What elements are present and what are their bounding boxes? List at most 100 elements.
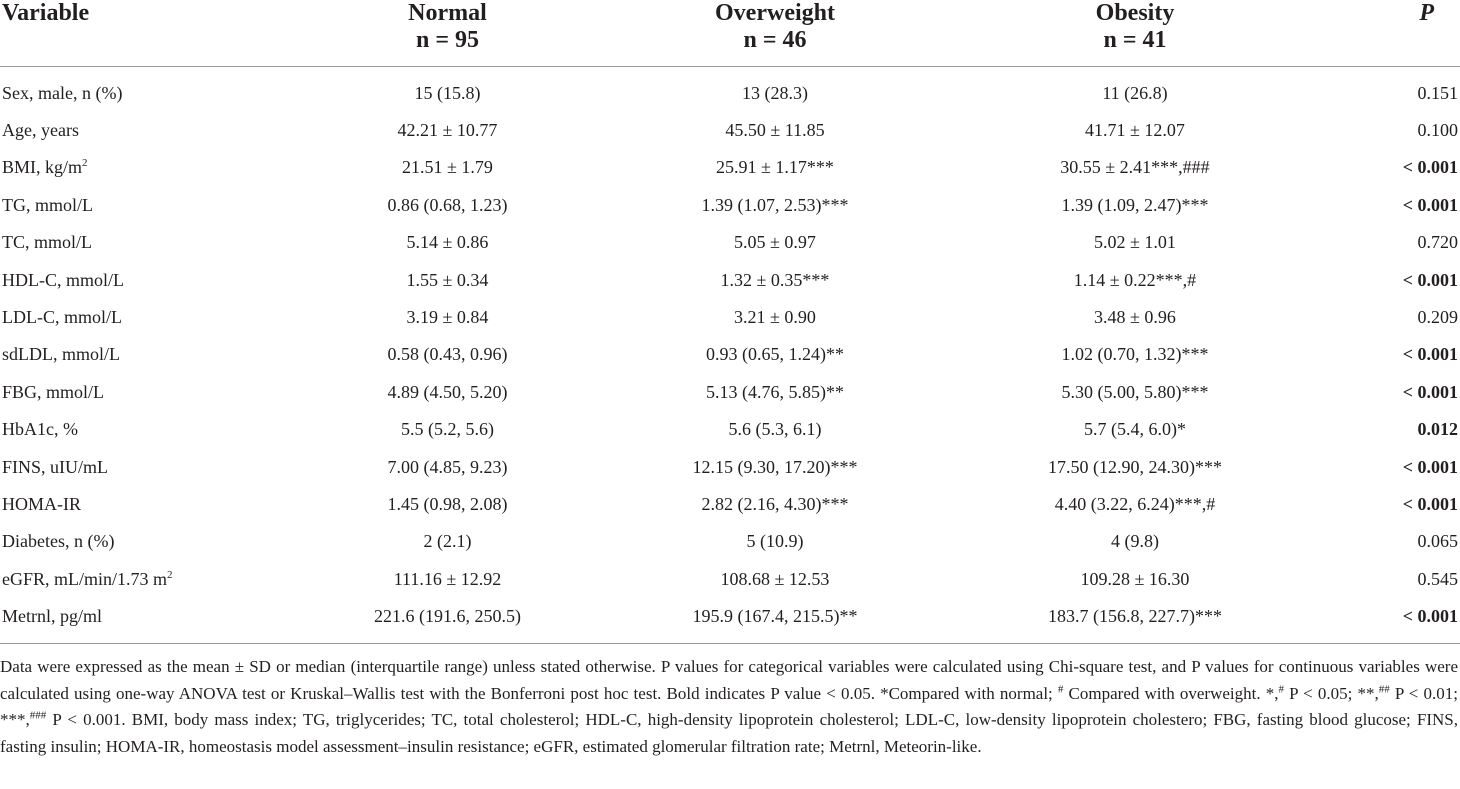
cell-overweight: 1.32 ± 0.35*** xyxy=(720,269,830,290)
table-row: TC, mmol/L 5.14 ± 0.86 5.05 ± 0.97 5.02 ± 1… xyxy=(0,224,1460,261)
cell-normal: 0.58 (0.43, 0.96) xyxy=(387,344,508,365)
cell-p-value: 0.065 xyxy=(1315,523,1460,560)
variable-label: Metrnl, pg/ml xyxy=(2,606,102,627)
cell-variable: sdLDL, mmol/L xyxy=(0,336,300,373)
table-row: Metrnl, pg/ml 221.6 (191.6, 250.5) 195.9 (… xyxy=(0,598,1460,643)
p-value: 0.001 xyxy=(1417,344,1459,365)
variable-superscript: 2 xyxy=(167,568,173,581)
cell-p-value: < 0.001 xyxy=(1315,598,1460,643)
header-normal-n: n = 95 xyxy=(415,27,480,53)
table-row: HOMA-IR 1.45 (0.98, 2.08) 2.82 (2.16, 4.30… xyxy=(0,486,1460,523)
characteristics-table: Variable Normal n = 95 Overweight n = 46… xyxy=(0,0,1460,643)
cell-normal: 1.45 (0.98, 2.08) xyxy=(387,493,508,514)
p-value: 0.001 xyxy=(1417,456,1459,477)
p-value: 0.001 xyxy=(1417,606,1459,627)
cell-overweight: 5.13 (4.76, 5.85)** xyxy=(706,381,844,402)
variable-label: Sex, male, n (%) xyxy=(2,82,123,103)
variable-label: TG, mmol/L xyxy=(2,194,93,215)
table-row: Sex, male, n (%) 15 (15.8) 13 (28.3) 11 (26… xyxy=(0,66,1460,112)
table-body: Sex, male, n (%) 15 (15.8) 13 (28.3) 11 (26… xyxy=(0,66,1460,643)
variable-label: HDL-C, mmol/L xyxy=(2,269,124,290)
header-p-value: P xyxy=(1315,0,1460,67)
cell-normal: 0.86 (0.68, 1.23) xyxy=(387,194,508,215)
cell-p-value: 0.100 xyxy=(1315,112,1460,149)
p-prefix: < xyxy=(1402,381,1418,402)
table-row: Diabetes, n (%) 2 (2.1) 5 (10.9) 4 (9.8) 0.0… xyxy=(0,523,1460,560)
p-value: 0.001 xyxy=(1417,269,1459,290)
cell-overweight: 108.68 ± 12.53 xyxy=(720,568,830,589)
cell-p-value: < 0.001 xyxy=(1315,261,1460,298)
cell-normal: 7.00 (4.85, 9.23) xyxy=(387,456,508,477)
footnote-sup-hash: # xyxy=(1057,682,1064,695)
variable-superscript: 2 xyxy=(82,157,88,170)
cell-variable: Age, years xyxy=(0,112,300,149)
header-normal: Normal n = 95 xyxy=(300,0,595,67)
p-prefix: < xyxy=(1402,194,1418,215)
p-prefix: < xyxy=(1402,493,1418,514)
cell-variable: FBG, mmol/L xyxy=(0,374,300,411)
cell-obesity: 5.30 (5.00, 5.80)*** xyxy=(1061,381,1209,402)
cell-p-value: 0.545 xyxy=(1315,561,1460,598)
variable-label: HOMA-IR xyxy=(2,493,81,514)
table-row: FBG, mmol/L 4.89 (4.50, 5.20) 5.13 (4.76, … xyxy=(0,374,1460,411)
cell-obesity: 109.28 ± 16.30 xyxy=(1080,568,1190,589)
cell-obesity: 1.02 (0.70, 1.32)*** xyxy=(1061,344,1209,365)
p-prefix: < xyxy=(1402,456,1418,477)
cell-p-value: < 0.001 xyxy=(1315,149,1460,186)
variable-label: sdLDL, mmol/L xyxy=(2,344,120,365)
cell-overweight: 1.39 (1.07, 2.53)*** xyxy=(701,194,849,215)
table-row: HDL-C, mmol/L 1.55 ± 0.34 1.32 ± 0.35*** 1.… xyxy=(0,261,1460,298)
cell-obesity: 3.48 ± 0.96 xyxy=(1094,307,1176,328)
cell-obesity: 41.71 ± 12.07 xyxy=(1085,120,1185,141)
variable-label: TC, mmol/L xyxy=(2,232,92,253)
cell-normal: 2 (2.1) xyxy=(423,531,472,552)
variable-label: BMI, kg/m xyxy=(2,157,83,178)
cell-obesity: 30.55 ± 2.41***,### xyxy=(1060,157,1210,178)
cell-p-value: < 0.001 xyxy=(1315,187,1460,224)
cell-overweight: 2.82 (2.16, 4.30)*** xyxy=(701,493,849,514)
header-overweight-name: Overweight xyxy=(715,0,835,26)
cell-p-value: < 0.001 xyxy=(1315,486,1460,523)
cell-normal: 15 (15.8) xyxy=(414,82,481,103)
cell-normal: 111.16 ± 12.92 xyxy=(393,568,502,589)
header-normal-name: Normal xyxy=(408,0,487,26)
cell-p-value: < 0.001 xyxy=(1315,336,1460,373)
cell-normal: 21.51 ± 1.79 xyxy=(402,157,493,178)
cell-overweight: 12.15 (9.30, 17.20)*** xyxy=(692,456,858,477)
p-value: 0.545 xyxy=(1417,568,1459,589)
p-value: 0.209 xyxy=(1417,307,1459,328)
cell-variable: BMI, kg/m2 xyxy=(0,149,300,186)
cell-variable: Diabetes, n (%) xyxy=(0,523,300,560)
table-footnote: Data were expressed as the mean ± SD or … xyxy=(0,654,1458,760)
variable-label: FINS, uIU/mL xyxy=(2,456,109,477)
table-row: FINS, uIU/mL 7.00 (4.85, 9.23) 12.15 (9.30… xyxy=(0,448,1460,485)
cell-overweight: 5.05 ± 0.97 xyxy=(734,232,816,253)
cell-variable: LDL-C, mmol/L xyxy=(0,299,300,336)
footnote-sup-hash-2: # xyxy=(1278,682,1285,695)
cell-variable: Metrnl, pg/ml xyxy=(0,598,300,643)
cell-normal: 42.21 ± 10.77 xyxy=(397,120,498,141)
cell-overweight: 5.6 (5.3, 6.1) xyxy=(728,419,822,440)
cell-variable: Sex, male, n (%) xyxy=(0,66,300,112)
variable-label: Diabetes, n (%) xyxy=(2,531,115,552)
cell-obesity: 4.40 (3.22, 6.24)***,# xyxy=(1054,493,1216,514)
table-row: TG, mmol/L 0.86 (0.68, 1.23) 1.39 (1.07, 2… xyxy=(0,187,1460,224)
cell-obesity: 1.39 (1.09, 2.47)*** xyxy=(1061,194,1209,215)
cell-overweight: 3.21 ± 0.90 xyxy=(734,307,816,328)
table-row: HbA1c, % 5.5 (5.2, 5.6) 5.6 (5.3, 6.1) 5.7 … xyxy=(0,411,1460,448)
variable-label: FBG, mmol/L xyxy=(2,381,105,402)
cell-p-value: < 0.001 xyxy=(1315,448,1460,485)
table-row: BMI, kg/m2 21.51 ± 1.79 25.91 ± 1.17*** 30.… xyxy=(0,149,1460,186)
cell-obesity: 4 (9.8) xyxy=(1111,531,1159,552)
cell-variable: HbA1c, % xyxy=(0,411,300,448)
header-obesity: Obesity n = 41 xyxy=(955,0,1315,67)
table-row: Age, years 42.21 ± 10.77 45.50 ± 11.85 41.7… xyxy=(0,112,1460,149)
header-overweight: Overweight n = 46 xyxy=(595,0,955,67)
variable-label: Age, years xyxy=(2,120,79,141)
footnote-part-5: P < 0.001. BMI, body mass index; TG, tri… xyxy=(0,710,1458,756)
p-value: 0.001 xyxy=(1417,381,1459,402)
cell-obesity: 5.7 (5.4, 6.0)* xyxy=(1084,419,1186,440)
cell-p-value: 0.012 xyxy=(1315,411,1460,448)
p-value: 0.001 xyxy=(1417,493,1459,514)
